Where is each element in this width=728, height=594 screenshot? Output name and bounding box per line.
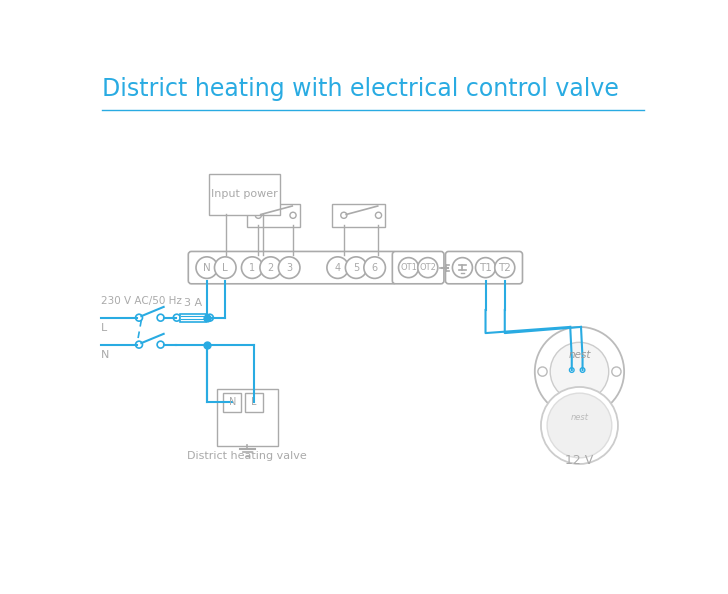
- Circle shape: [569, 368, 574, 372]
- Circle shape: [376, 212, 381, 219]
- Text: L: L: [222, 263, 228, 273]
- Circle shape: [157, 314, 164, 321]
- Circle shape: [242, 257, 263, 279]
- Text: District heating valve: District heating valve: [187, 451, 307, 462]
- Text: N: N: [203, 263, 210, 273]
- Text: nest: nest: [571, 413, 588, 422]
- Circle shape: [612, 367, 621, 376]
- Text: 12 V: 12 V: [566, 454, 593, 467]
- Circle shape: [278, 257, 300, 279]
- FancyBboxPatch shape: [217, 389, 277, 446]
- Text: T1: T1: [479, 263, 492, 273]
- Circle shape: [290, 212, 296, 219]
- Text: OT2: OT2: [419, 263, 436, 272]
- Circle shape: [327, 257, 349, 279]
- Text: OT1: OT1: [400, 263, 417, 272]
- FancyBboxPatch shape: [392, 251, 444, 284]
- Text: L: L: [251, 397, 256, 407]
- Text: 4: 4: [335, 263, 341, 273]
- FancyBboxPatch shape: [209, 173, 280, 215]
- Text: T2: T2: [499, 263, 511, 273]
- Circle shape: [535, 327, 624, 416]
- Circle shape: [550, 342, 609, 401]
- Text: District heating with electrical control valve: District heating with electrical control…: [102, 77, 619, 102]
- Circle shape: [538, 367, 547, 376]
- Text: nest: nest: [569, 350, 590, 359]
- FancyBboxPatch shape: [569, 416, 590, 432]
- Circle shape: [541, 387, 618, 464]
- Text: L: L: [100, 323, 107, 333]
- Circle shape: [256, 212, 261, 219]
- Text: 1: 1: [249, 263, 256, 273]
- Circle shape: [475, 258, 496, 277]
- Circle shape: [580, 368, 585, 372]
- Circle shape: [418, 258, 438, 277]
- Circle shape: [341, 212, 347, 219]
- Text: 230 V AC/50 Hz: 230 V AC/50 Hz: [100, 296, 181, 306]
- Circle shape: [398, 258, 419, 277]
- Text: 3: 3: [286, 263, 292, 273]
- Text: Input power: Input power: [211, 189, 278, 200]
- Text: 2: 2: [268, 263, 274, 273]
- Circle shape: [215, 257, 236, 279]
- Circle shape: [173, 314, 181, 321]
- Circle shape: [135, 314, 143, 321]
- Circle shape: [364, 257, 385, 279]
- Text: N: N: [229, 397, 236, 407]
- Circle shape: [135, 341, 143, 348]
- FancyBboxPatch shape: [189, 251, 396, 284]
- Circle shape: [260, 257, 282, 279]
- FancyBboxPatch shape: [247, 204, 300, 227]
- Text: 5: 5: [353, 263, 360, 273]
- Circle shape: [196, 257, 218, 279]
- Circle shape: [452, 258, 472, 277]
- Circle shape: [157, 341, 164, 348]
- Text: N: N: [100, 350, 109, 359]
- Circle shape: [547, 393, 612, 458]
- Circle shape: [207, 314, 213, 321]
- Circle shape: [345, 257, 367, 279]
- FancyBboxPatch shape: [446, 251, 523, 284]
- FancyBboxPatch shape: [223, 393, 242, 412]
- Text: 6: 6: [371, 263, 378, 273]
- FancyBboxPatch shape: [181, 314, 207, 321]
- FancyBboxPatch shape: [332, 204, 385, 227]
- Text: 3 A: 3 A: [184, 298, 202, 308]
- Circle shape: [495, 258, 515, 277]
- FancyBboxPatch shape: [245, 393, 263, 412]
